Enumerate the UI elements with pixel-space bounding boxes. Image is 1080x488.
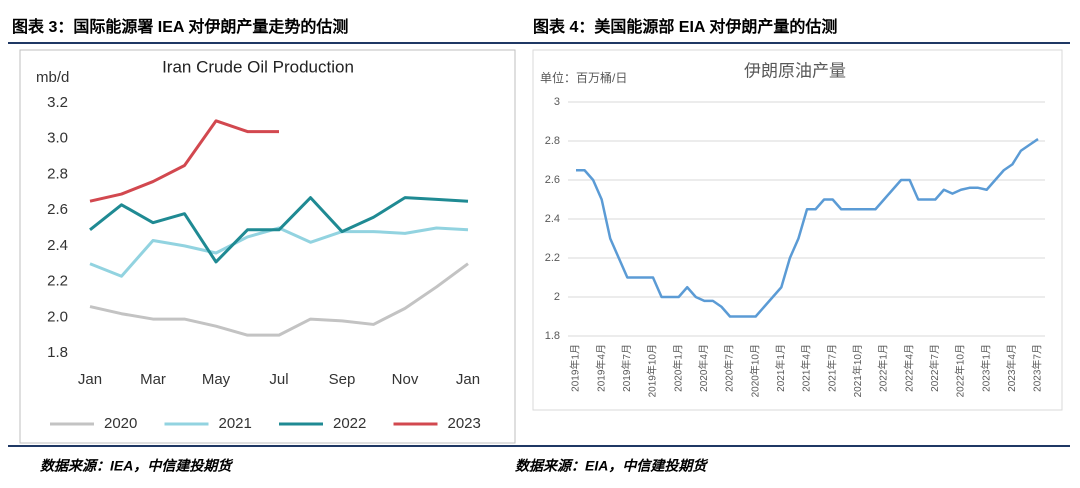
x-tick-label: 2019年4月 [594, 344, 607, 392]
figure-heading: 图表 4：美国能源部 EIA 对伊朗产量的估测 [533, 17, 837, 36]
x-tick-label: 2022年4月 [902, 344, 915, 392]
x-tick-label: 2021年4月 [800, 344, 813, 392]
x-tick-label: 2022年1月 [877, 344, 890, 392]
x-tick-label: Mar [140, 371, 166, 388]
x-tick-label: 2023年7月 [1031, 344, 1044, 392]
chart-frame [19, 49, 516, 444]
y-tick-label: 3.0 [47, 130, 68, 147]
series-line [89, 196, 469, 264]
y-tick-label: 2.6 [47, 201, 68, 218]
x-tick-label: 2021年7月 [825, 344, 838, 392]
y-axis-label: 单位：百万桶/日 [540, 70, 627, 85]
legend-label: 2021 [219, 415, 252, 432]
y-tick-label: 2.8 [47, 165, 68, 182]
y-tick-label: 3 [554, 96, 560, 108]
x-tick-label: 2020年1月 [671, 344, 684, 392]
chart-frame [532, 49, 1063, 411]
chart-title: 伊朗原油产量 [744, 61, 846, 80]
x-tick-label: 2019年7月 [620, 344, 633, 392]
y-tick-label: 3.2 [47, 94, 68, 111]
y-tick-label: 2.4 [545, 213, 560, 225]
x-tick-label: 2023年1月 [979, 344, 992, 392]
series-line [89, 262, 469, 337]
x-tick-label: Jan [78, 371, 102, 388]
x-tick-label: Sep [329, 371, 356, 388]
y-tick-label: 2.6 [545, 174, 560, 186]
x-tick-label: 2019年10月 [646, 344, 659, 397]
legend-label: 2022 [333, 415, 366, 432]
series-line [576, 138, 1039, 318]
x-tick-label: 2022年7月 [928, 344, 941, 392]
y-tick-label: 2.2 [47, 273, 68, 290]
x-tick-label: Jul [269, 371, 288, 388]
x-tick-label: 2020年4月 [697, 344, 710, 392]
y-tick-label: 2.0 [47, 308, 68, 325]
x-tick-label: 2021年1月 [774, 344, 787, 392]
y-tick-label: 1.8 [47, 344, 68, 361]
x-tick-label: Jan [456, 371, 480, 388]
x-tick-label: 2022年10月 [954, 344, 967, 397]
x-tick-label: Nov [392, 371, 419, 388]
x-tick-label: May [202, 371, 231, 388]
legend-label: 2023 [448, 415, 481, 432]
series-line [89, 119, 279, 203]
y-tick-label: 2 [554, 291, 560, 303]
source-note: 数据来源：EIA，中信建投期货 [515, 458, 708, 474]
x-tick-label: 2020年10月 [748, 344, 761, 397]
y-tick-label: 2.4 [47, 237, 68, 254]
x-tick-label: 2021年10月 [851, 344, 864, 397]
series-line [89, 226, 469, 278]
x-tick-label: 2019年1月 [569, 344, 582, 392]
chart-title: Iran Crude Oil Production [162, 57, 354, 76]
y-tick-label: 2.2 [545, 252, 560, 264]
x-tick-label: 2023年4月 [1005, 344, 1018, 392]
legend-label: 2020 [104, 415, 137, 432]
source-note: 数据来源：IEA，中信建投期货 [40, 458, 233, 474]
y-tick-label: 1.8 [545, 330, 560, 342]
y-tick-label: 2.8 [545, 135, 560, 147]
y-axis-label: mb/d [36, 69, 69, 86]
figure-heading: 图表 3：国际能源署 IEA 对伊朗产量走势的估测 [12, 17, 348, 36]
x-tick-label: 2020年7月 [723, 344, 736, 392]
